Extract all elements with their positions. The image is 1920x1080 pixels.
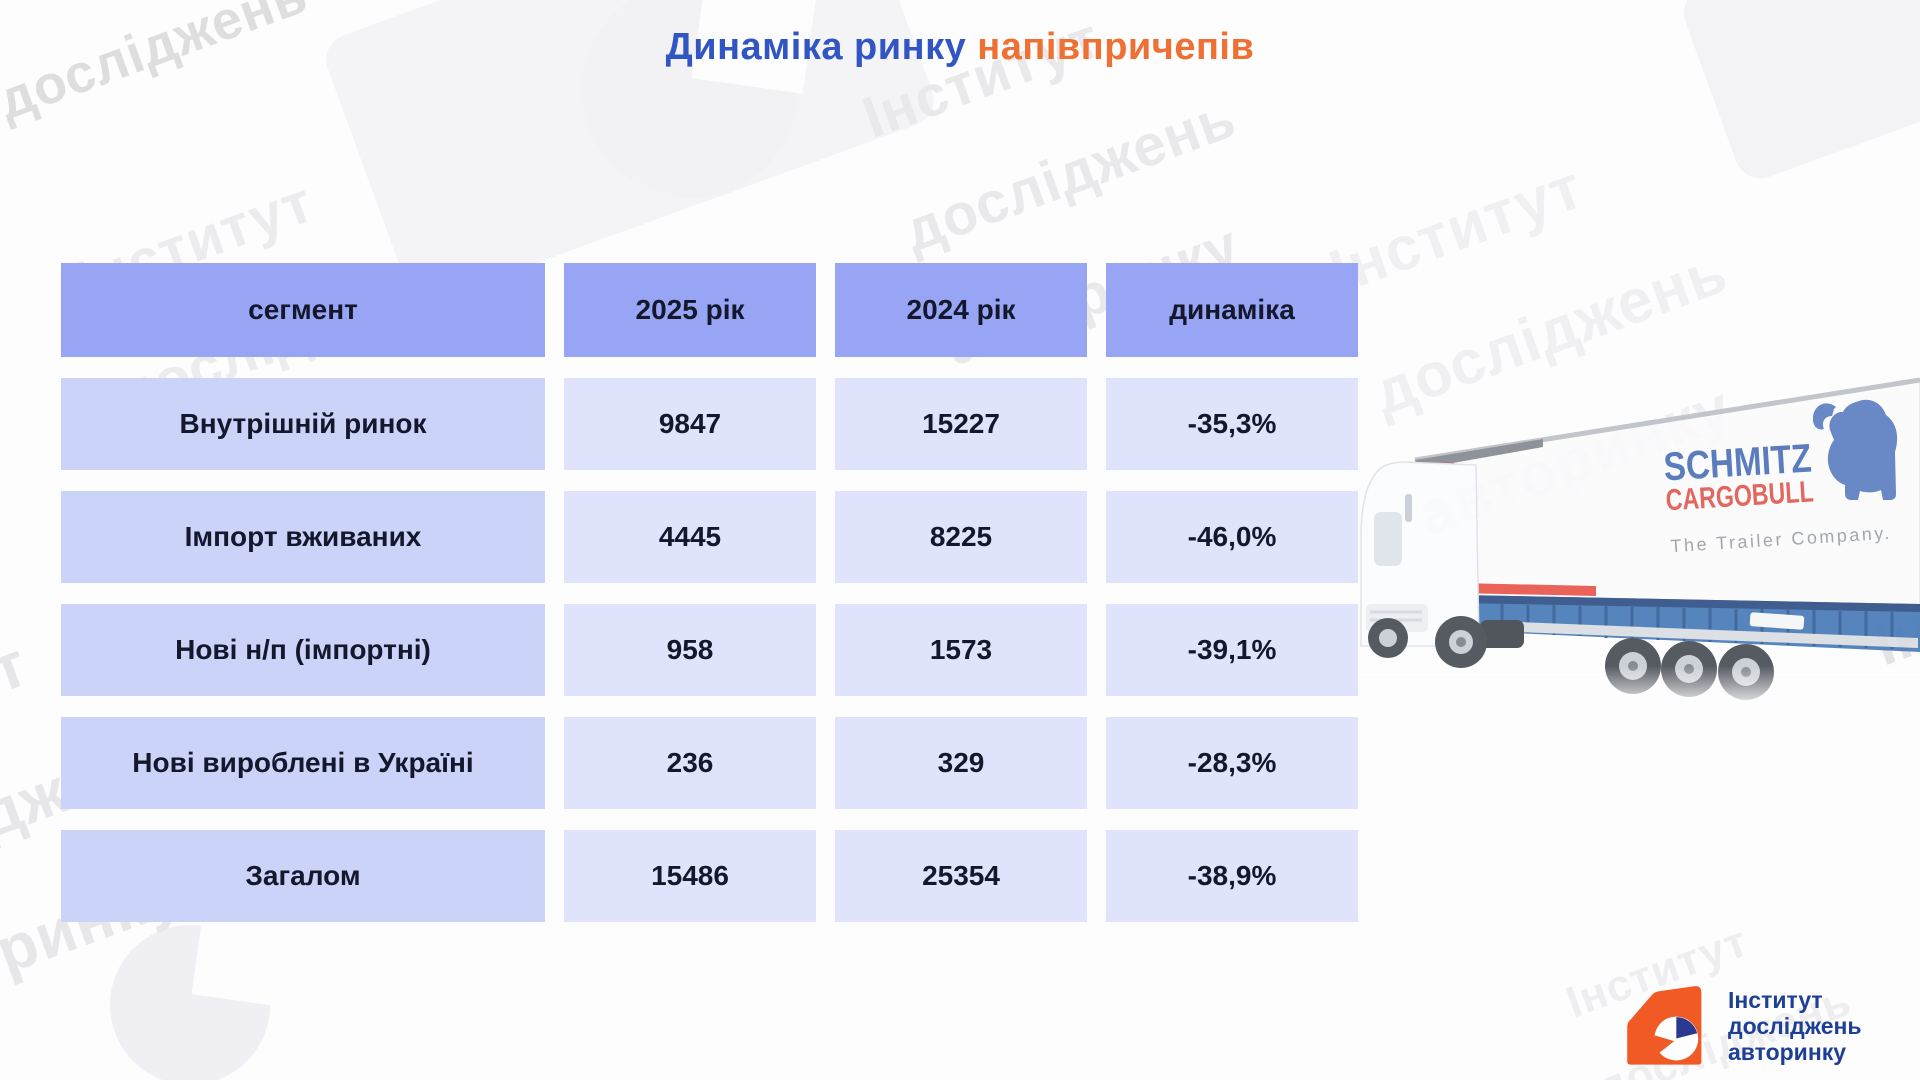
row-domestic-label: Внутрішній ринок [61, 378, 545, 470]
logo-line-2: досліджень [1728, 1013, 1862, 1039]
watermark-line: досліджень [895, 84, 1245, 265]
watermark-text-bottom-center: Інститут [255, 1021, 549, 1080]
institute-logo-icon [1627, 986, 1702, 1065]
row-domestic-2024: 15227 [835, 378, 1087, 470]
svg-text:SCHMITZ: SCHMITZ [1662, 437, 1812, 490]
col-header-segment: сегмент [61, 263, 545, 357]
row-new-imported-2025: 958 [564, 604, 816, 696]
row-made-in-ukraine-2024: 329 [835, 717, 1087, 809]
row-domestic-2025: 9847 [564, 378, 816, 470]
institute-logo: Інститут досліджень авторинку [1622, 976, 1890, 1076]
market-table: сегмент 2025 рік 2024 рік динаміка Внутр… [61, 263, 1358, 922]
watermark-pie-icon-bottom-left [110, 920, 285, 1080]
row-made-in-ukraine-2025: 236 [564, 717, 816, 809]
row-new-imported-dynamics: -39,1% [1106, 604, 1358, 696]
row-total-2024: 25354 [835, 830, 1087, 922]
row-new-imported-2024: 1573 [835, 604, 1087, 696]
row-used-import-2025: 4445 [564, 491, 816, 583]
col-header-dynamics: динаміка [1106, 263, 1358, 357]
row-used-import-dynamics: -46,0% [1106, 491, 1358, 583]
logo-line-3: авторинку [1728, 1038, 1847, 1065]
row-used-import-2024: 8225 [835, 491, 1087, 583]
watermark-line: Інститут [854, 5, 1109, 151]
page-title: Динаміка ринку напівпричепів [0, 26, 1920, 69]
row-total-label: Загалом [61, 830, 545, 922]
watermark-line: Інститут [1321, 152, 1592, 308]
institute-logo-text: Інститут досліджень авторинку [1728, 987, 1862, 1065]
row-made-in-ukraine-dynamics: -28,3% [1106, 717, 1358, 809]
title-part-orange: напівпричепів [977, 26, 1255, 68]
row-domestic-dynamics: -35,3% [1106, 378, 1358, 470]
elephant-icon [1812, 399, 1898, 500]
truck-image: S.CS SCHMITZ CARGOBULL The Trailer Compa… [1358, 377, 1920, 710]
row-made-in-ukraine-label: Нові вироблені в Україні [61, 717, 545, 809]
title-part-blue: Динаміка ринку [665, 26, 967, 68]
row-new-imported-label: Нові н/п (імпортні) [61, 604, 545, 696]
row-total-2025: 15486 [564, 830, 816, 922]
col-header-2025: 2025 рік [564, 263, 816, 357]
row-total-dynamics: -38,9% [1106, 830, 1358, 922]
row-used-import-label: Імпорт вживаних [61, 491, 545, 583]
col-header-2024: 2024 рік [835, 263, 1087, 357]
logo-line-1: Інститут [1728, 987, 1823, 1014]
